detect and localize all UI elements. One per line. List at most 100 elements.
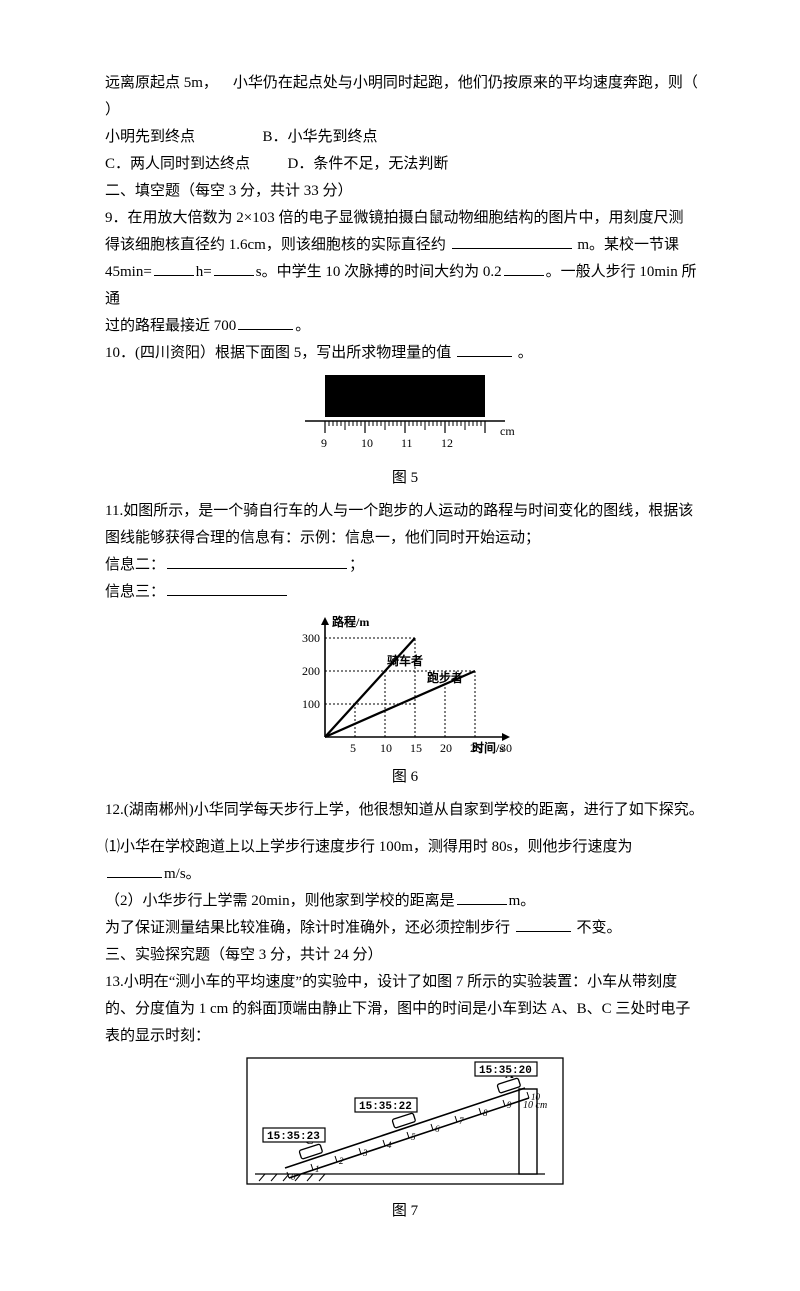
svg-text:11: 11 bbox=[401, 436, 413, 450]
q12-p3a: 为了保证测量结果比较准确，除计时准确外，还必须控制步行 bbox=[105, 920, 510, 936]
svg-text:15:35:20: 15:35:20 bbox=[479, 1065, 532, 1077]
figure-7: 012345678910 A B C 15:35:20 15:35:22 15:… bbox=[105, 1056, 705, 1225]
fig6-caption: 图 6 bbox=[105, 764, 705, 791]
q9-l4: 过的路程最接近 700。 bbox=[105, 313, 705, 340]
q12-p1a: ⑴小华在学校跑道上以上学步行速度步行 100m，测得用时 80s，则他步行速度为 bbox=[105, 839, 633, 855]
legend-bike: 骑车者 bbox=[387, 653, 423, 668]
svg-text:6: 6 bbox=[435, 1124, 440, 1134]
time-C: 15:35:23 bbox=[263, 1128, 325, 1143]
section2-heading: 二、填空题（每空 3 分，共计 33 分） bbox=[105, 178, 705, 205]
svg-text:10: 10 bbox=[361, 436, 373, 450]
q11-l3a: 信息二： bbox=[105, 557, 165, 573]
q12-p1: ⑴小华在学校跑道上以上学步行速度步行 100m，测得用时 80s，则他步行速度为 bbox=[105, 834, 705, 861]
q12-l1: 12.(湖南郴州)小华同学每天步行上学，他很想知道从自家到学校的距离，进行了如下… bbox=[105, 797, 705, 824]
ytick-200: 200 bbox=[302, 664, 320, 678]
blank-pulse[interactable] bbox=[504, 275, 544, 276]
q9-l4end: 。 bbox=[295, 318, 310, 334]
bike-line bbox=[325, 638, 415, 737]
q8-opts-cd: C．两人同时到达终点 D．条件不足，无法判断 bbox=[105, 151, 705, 178]
q11-l1: 11.如图所示，是一个骑自行车的人与一个跑步的人运动的路程与时间变化的图线，根据… bbox=[105, 498, 705, 525]
q8-optA: 小明先到终点 bbox=[105, 129, 195, 145]
q9-l2a: 得该细胞核直径约 1.6cm，则该细胞核的实际直径约 bbox=[105, 237, 446, 253]
svg-text:2: 2 bbox=[339, 1156, 344, 1166]
blank-diameter[interactable] bbox=[452, 248, 572, 249]
svg-text:0: 0 bbox=[291, 1172, 296, 1182]
fig7-svg: 012345678910 A B C 15:35:20 15:35:22 15:… bbox=[245, 1056, 565, 1196]
svg-text:4: 4 bbox=[387, 1140, 392, 1150]
fig6-svg: 路程/m 时间/s 100 200 300 51015202530 骑车者 跑步… bbox=[290, 612, 520, 762]
blank-q10[interactable] bbox=[457, 356, 512, 357]
svg-text:5: 5 bbox=[350, 741, 356, 755]
fig6-ylabel: 路程/m bbox=[332, 614, 369, 629]
fig7-len: 10 cm bbox=[523, 1100, 547, 1111]
svg-text:15:35:22: 15:35:22 bbox=[359, 1101, 412, 1113]
q8-line1: 远离原起点 5m， 小华仍在起点处与小明同时起跑，他们仍按原来的平均速度奔跑，则… bbox=[105, 70, 705, 97]
svg-text:7: 7 bbox=[459, 1116, 464, 1126]
time-B: 15:35:22 bbox=[355, 1098, 417, 1113]
svg-text:8: 8 bbox=[483, 1108, 488, 1118]
q8-opts-ab: 小明先到终点 B．小华先到终点 bbox=[105, 124, 705, 151]
svg-text:20: 20 bbox=[440, 741, 452, 755]
q12-p2b: m。 bbox=[509, 893, 536, 909]
q12-p3b: 不变。 bbox=[577, 920, 622, 936]
q10-text: 10．(四川资阳）根据下面图 5，写出所求物理量的值 。 bbox=[105, 340, 705, 367]
svg-text:1: 1 bbox=[315, 1164, 320, 1174]
q11-l4a: 信息三： bbox=[105, 584, 165, 600]
q9-l3b: h= bbox=[196, 264, 212, 280]
q11-l2: 图线能够获得合理的信息有：示例：信息一，他们同时开始运动； bbox=[105, 525, 705, 552]
q12-p2: （2）小华步行上学需 20min，则他家到学校的距离是 m。 bbox=[105, 888, 705, 915]
q9-l3: 45min=h=s。中学生 10 次脉搏的时间大约为 0.2。一般人步行 10m… bbox=[105, 259, 705, 313]
fig7-caption: 图 7 bbox=[105, 1198, 705, 1225]
blank-distance[interactable] bbox=[457, 904, 507, 905]
q9-l1: 9．在用放大倍数为 2×103 倍的电子显微镜拍摄白鼠动物细胞结构的图片中，用刻… bbox=[105, 205, 705, 232]
fig5-svg: 9 10 11 12 cm bbox=[295, 373, 515, 463]
spacer bbox=[105, 824, 705, 834]
svg-text:3: 3 bbox=[362, 1148, 368, 1158]
blank-info3[interactable] bbox=[167, 595, 287, 596]
ytick-100: 100 bbox=[302, 697, 320, 711]
fig5-caption: 图 5 bbox=[105, 465, 705, 492]
svg-text:15:35:23: 15:35:23 bbox=[267, 1131, 320, 1143]
svg-text:25: 25 bbox=[470, 741, 482, 755]
q13-l1: 13.小明在“测小车的平均速度”的实验中，设计了如图 7 所示的实验装置：小车从… bbox=[105, 969, 705, 996]
time-A: 15:35:20 bbox=[475, 1062, 537, 1077]
svg-text:15: 15 bbox=[410, 741, 422, 755]
section3-heading: 三、实验探究题（每空 3 分，共计 24 分） bbox=[105, 942, 705, 969]
ytick-300: 300 bbox=[302, 631, 320, 645]
q9-l3c: s。中学生 10 次脉搏的时间大约为 0.2 bbox=[256, 264, 502, 280]
q11-l3b: ； bbox=[349, 557, 364, 573]
q8-line2: ） bbox=[105, 97, 705, 124]
q9-l2b: m。某校一节课 bbox=[577, 237, 679, 253]
q8-optD: D．条件不足，无法判断 bbox=[288, 156, 449, 172]
q11-l4: 信息三： bbox=[105, 579, 705, 606]
q10-a: 10．(四川资阳）根据下面图 5，写出所求物理量的值 bbox=[105, 345, 451, 361]
blank-control[interactable] bbox=[516, 931, 571, 932]
q9-l2: 得该细胞核直径约 1.6cm，则该细胞核的实际直径约 m。某校一节课 bbox=[105, 232, 705, 259]
legend-run: 跑步者 bbox=[427, 670, 463, 685]
blank-info2[interactable] bbox=[167, 568, 347, 569]
blank-speed[interactable] bbox=[107, 877, 162, 878]
blank-700[interactable] bbox=[238, 329, 293, 330]
fig5-block bbox=[325, 375, 485, 417]
q12-p2a: （2）小华步行上学需 20min，则他家到学校的距离是 bbox=[105, 893, 455, 909]
q13-l2: 的、分度值为 1 cm 的斜面顶端由静止下滑，图中的时间是小车到达 A、B、C … bbox=[105, 996, 705, 1023]
q10-b: 。 bbox=[518, 345, 533, 361]
svg-text:5: 5 bbox=[411, 1132, 416, 1142]
blank-s[interactable] bbox=[214, 275, 254, 276]
svg-text:9: 9 bbox=[321, 436, 327, 450]
q12-p3: 为了保证测量结果比较准确，除计时准确外，还必须控制步行 不变。 bbox=[105, 915, 705, 942]
figure-6: 路程/m 时间/s 100 200 300 51015202530 骑车者 跑步… bbox=[105, 612, 705, 791]
figure-5: 9 10 11 12 cm 图 5 bbox=[105, 373, 705, 492]
ruler-ticks: 9 10 11 12 bbox=[321, 421, 485, 450]
q8-optB: B．小华先到终点 bbox=[263, 129, 378, 145]
blank-h[interactable] bbox=[154, 275, 194, 276]
svg-text:12: 12 bbox=[441, 436, 453, 450]
q12-p1b: m/s。 bbox=[164, 866, 201, 882]
q8-l1b: 小华仍在起点处与小明同时起跑，他们仍按原来的平均速度奔跑，则（ bbox=[233, 75, 698, 91]
q8-optC: C．两人同时到达终点 bbox=[105, 156, 250, 172]
svg-text:30: 30 bbox=[500, 741, 512, 755]
fig5-unit: cm bbox=[500, 424, 515, 438]
y-arrow bbox=[321, 617, 329, 625]
q13-l3: 表的显示时刻： bbox=[105, 1023, 705, 1050]
q9-l3a: 45min= bbox=[105, 264, 152, 280]
